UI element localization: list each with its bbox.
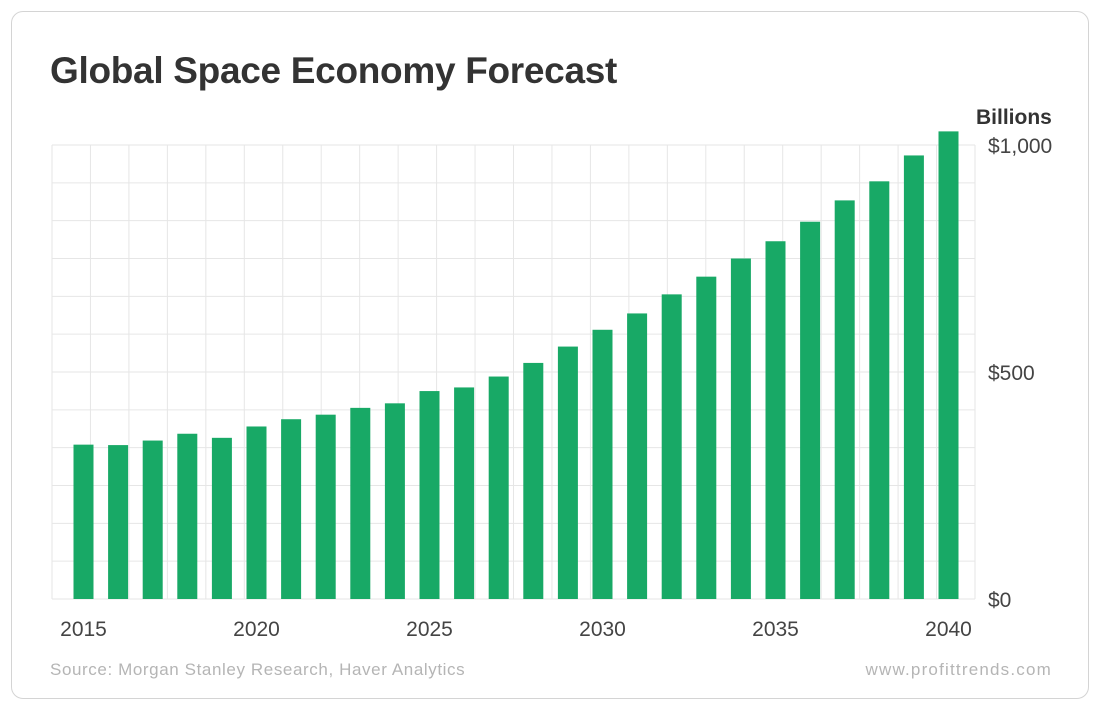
bar-2027: [488, 376, 509, 599]
bar-2038: [869, 181, 890, 599]
bar-2026: [454, 387, 475, 599]
bar-2039: [903, 155, 924, 599]
bar-2020: [246, 426, 267, 599]
chart-title: Global Space Economy Forecast: [50, 50, 618, 91]
x-tick-label: 2015: [60, 618, 107, 641]
x-tick-label: 2030: [579, 618, 626, 641]
bar-2016: [108, 445, 129, 599]
chart-card: [11, 11, 1089, 699]
source-note: Source: Morgan Stanley Research, Haver A…: [50, 660, 466, 679]
x-tick-label: 2020: [233, 618, 280, 641]
bar-2033: [696, 276, 717, 599]
y-axis-unit-label: Billions: [976, 106, 1052, 129]
bar-2025: [419, 391, 440, 599]
bar-2019: [211, 437, 232, 599]
bar-2034: [730, 258, 751, 599]
bar-2029: [557, 346, 578, 599]
x-tick-label: 2025: [406, 618, 453, 641]
bar-2030: [592, 329, 613, 599]
bar-2036: [800, 221, 821, 599]
x-tick-label: 2035: [752, 618, 799, 641]
x-tick-label: 2040: [925, 618, 972, 641]
bar-2017: [142, 440, 163, 599]
bar-2040: [938, 131, 959, 599]
bar-2032: [661, 294, 682, 599]
bar-2031: [627, 313, 648, 599]
bar-2037: [834, 200, 855, 599]
bar-2035: [765, 241, 786, 600]
bar-2021: [281, 419, 302, 599]
website-credit: www.profittrends.com: [865, 660, 1052, 679]
bar-2024: [384, 403, 405, 599]
bar-2015: [73, 444, 94, 599]
y-tick-label: $1,000: [988, 135, 1052, 158]
bar-2028: [523, 362, 544, 599]
bar-2022: [315, 414, 336, 599]
y-tick-label: $0: [988, 589, 1011, 612]
y-tick-label: $500: [988, 362, 1035, 385]
bar-2023: [350, 407, 371, 599]
bar-2018: [177, 433, 198, 599]
